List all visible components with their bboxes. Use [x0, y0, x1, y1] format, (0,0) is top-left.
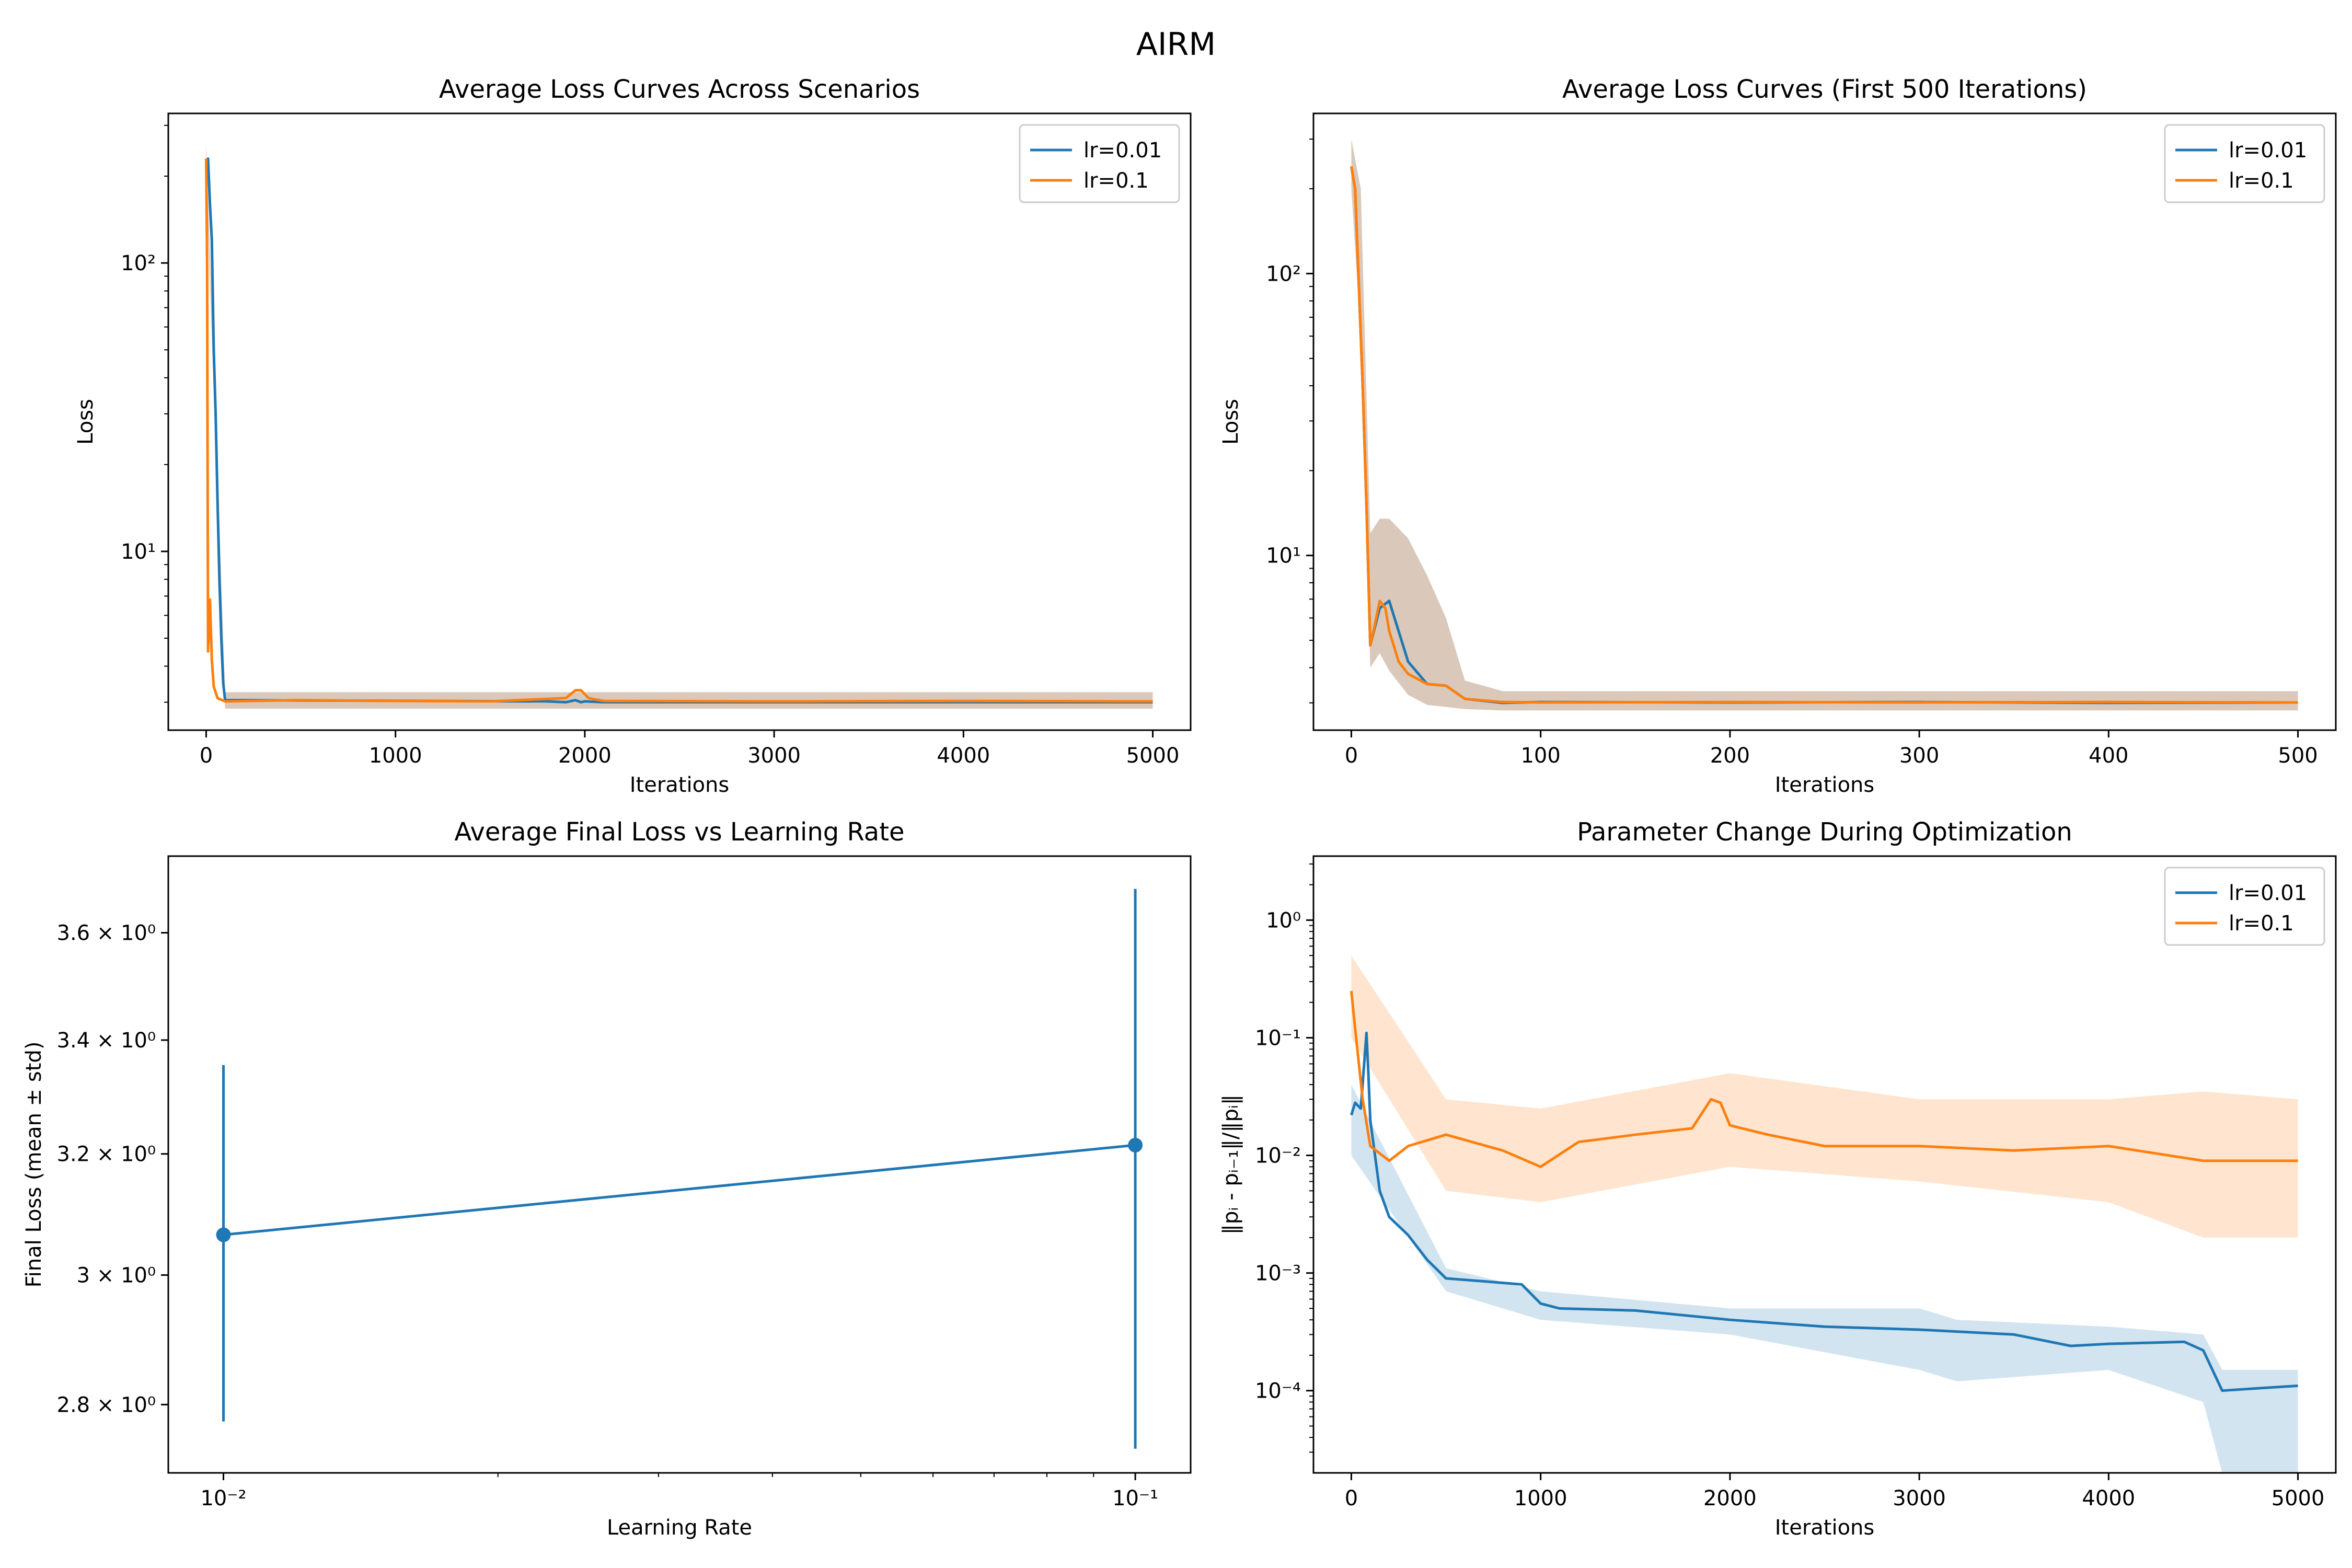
x-tick-label: 4000: [937, 744, 990, 768]
legend: lr=0.01 lr=0.1: [2164, 867, 2325, 946]
axes-frame: [167, 112, 1192, 731]
series-line-lr0.1: [204, 158, 1153, 703]
series-line-final-loss: [223, 1144, 1136, 1237]
legend: lr=0.01 lr=0.1: [2164, 124, 2325, 203]
series-line-lr0.1: [1350, 166, 2298, 704]
legend-label-2: lr=0.1: [2229, 912, 2294, 936]
x-tick-label: 500: [2278, 744, 2318, 768]
y-tick-label: 10⁻²: [1255, 1144, 1301, 1168]
y-tick-label: 3 × 10⁰: [77, 1264, 156, 1288]
legend-label-1: lr=0.01: [2229, 881, 2307, 905]
x-tick-label: 5000: [1126, 744, 1180, 768]
y-tick-label: 10¹: [121, 540, 156, 564]
y-tick-label: 10⁻⁴: [1255, 1379, 1301, 1403]
y-axis-label: Final Loss (mean ± std): [22, 1042, 46, 1288]
data-point-2: [1128, 1137, 1143, 1152]
legend-label-1: lr=0.01: [1083, 139, 1162, 163]
x-axis-label: Iterations: [1775, 773, 1875, 797]
y-tick-label: 10²: [1266, 262, 1301, 286]
x-axis-label: Iterations: [630, 773, 730, 797]
y-tick-label: 10⁻¹: [1255, 1027, 1301, 1051]
legend-box: [1019, 124, 1180, 203]
chart-title: Average Loss Curves (First 500 Iteration…: [1562, 75, 2087, 104]
x-tick-label: 0: [200, 744, 213, 768]
figure-suptitle: AIRM: [1136, 26, 1216, 63]
std-band-2: [1351, 955, 2298, 1238]
chart-panel-2: 0 100 200 300 400 500 10¹ 10² Average Loss Curve…: [1219, 75, 2337, 797]
data-point-1: [216, 1227, 231, 1242]
y-tick-label: 10⁻³: [1255, 1262, 1301, 1286]
series-line-lr0.01: [1350, 1031, 2298, 1392]
y-tick-label: 10⁰: [1266, 908, 1301, 932]
y-tick-label: 2.8 × 10⁰: [57, 1393, 156, 1417]
series-line-lr0.1: [1350, 990, 2298, 1168]
x-axis-label: Learning Rate: [607, 1516, 752, 1540]
x-tick-label: 4000: [2082, 1486, 2135, 1511]
x-tick-label: 1000: [369, 744, 422, 768]
chart-panel-4: 0 1000 2000 3000 4000 5000 10⁻⁴ 10⁻³ 10⁻² 10⁻¹ 10⁰…: [1219, 817, 2337, 1540]
y-axis-label: ‖pᵢ - pᵢ₋₁‖/‖pᵢ‖: [1219, 1094, 1243, 1235]
legend: lr=0.01 lr=0.1: [1019, 124, 1180, 203]
legend-label-2: lr=0.1: [1083, 169, 1149, 193]
x-tick-label: 10⁻²: [200, 1486, 246, 1511]
x-tick-label: 2000: [1703, 1486, 1757, 1511]
x-tick-label: 5000: [2272, 1486, 2325, 1511]
legend-label-1: lr=0.01: [2229, 139, 2307, 163]
legend-label-2: lr=0.1: [2229, 169, 2294, 193]
x-tick-label: 3000: [1893, 1486, 1946, 1511]
legend-box: [2164, 867, 2325, 946]
x-tick-label: 400: [2089, 744, 2128, 768]
x-tick-label: 3000: [747, 744, 801, 768]
legend-box: [2164, 124, 2325, 203]
x-tick-label: 200: [1710, 744, 1750, 768]
x-tick-label: 300: [1899, 744, 1939, 768]
std-band-1: [1351, 139, 2298, 711]
x-tick-label: 1000: [1514, 1486, 1567, 1511]
y-tick-label: 3.2 × 10⁰: [57, 1143, 156, 1167]
x-tick-label: 0: [1345, 744, 1358, 768]
chart-title: Average Loss Curves Across Scenarios: [439, 75, 920, 104]
y-tick-label: 10²: [121, 251, 156, 275]
x-axis-label: Iterations: [1775, 1516, 1875, 1540]
plot-area: [1350, 139, 2298, 711]
axes-frame: [1312, 855, 2337, 1474]
plot-area: [1350, 955, 2298, 1473]
series-line-lr0.01: [205, 157, 1153, 704]
y-tick-label: 10¹: [1266, 544, 1301, 568]
chart-title: Parameter Change During Optimization: [1577, 817, 2072, 847]
chart-panel-3: 10⁻² 10⁻¹ 2.8 × 10⁰ 3 × 10⁰ 3.2 × 10⁰ 3.4 × 1…: [22, 817, 1192, 1540]
x-tick-label: 0: [1345, 1486, 1358, 1511]
chart-title: Average Final Loss vs Learning Rate: [454, 817, 904, 847]
x-tick-label: 100: [1520, 744, 1560, 768]
axes-frame: [1312, 112, 2337, 731]
y-axis-label: Loss: [1219, 399, 1243, 445]
plot-area: [216, 889, 1143, 1449]
y-tick-label: 3.4 × 10⁰: [57, 1029, 156, 1053]
plot-area: [204, 143, 1153, 709]
chart-panel-1: 0 1000 2000 3000 4000 5000 10¹ 10² Average Loss …: [74, 75, 1192, 797]
x-tick-label: 2000: [558, 744, 612, 768]
y-tick-label: 3.6 × 10⁰: [57, 921, 156, 946]
y-axis-label: Loss: [74, 399, 98, 445]
axes-frame: [167, 855, 1192, 1474]
x-tick-label: 10⁻¹: [1112, 1486, 1158, 1511]
